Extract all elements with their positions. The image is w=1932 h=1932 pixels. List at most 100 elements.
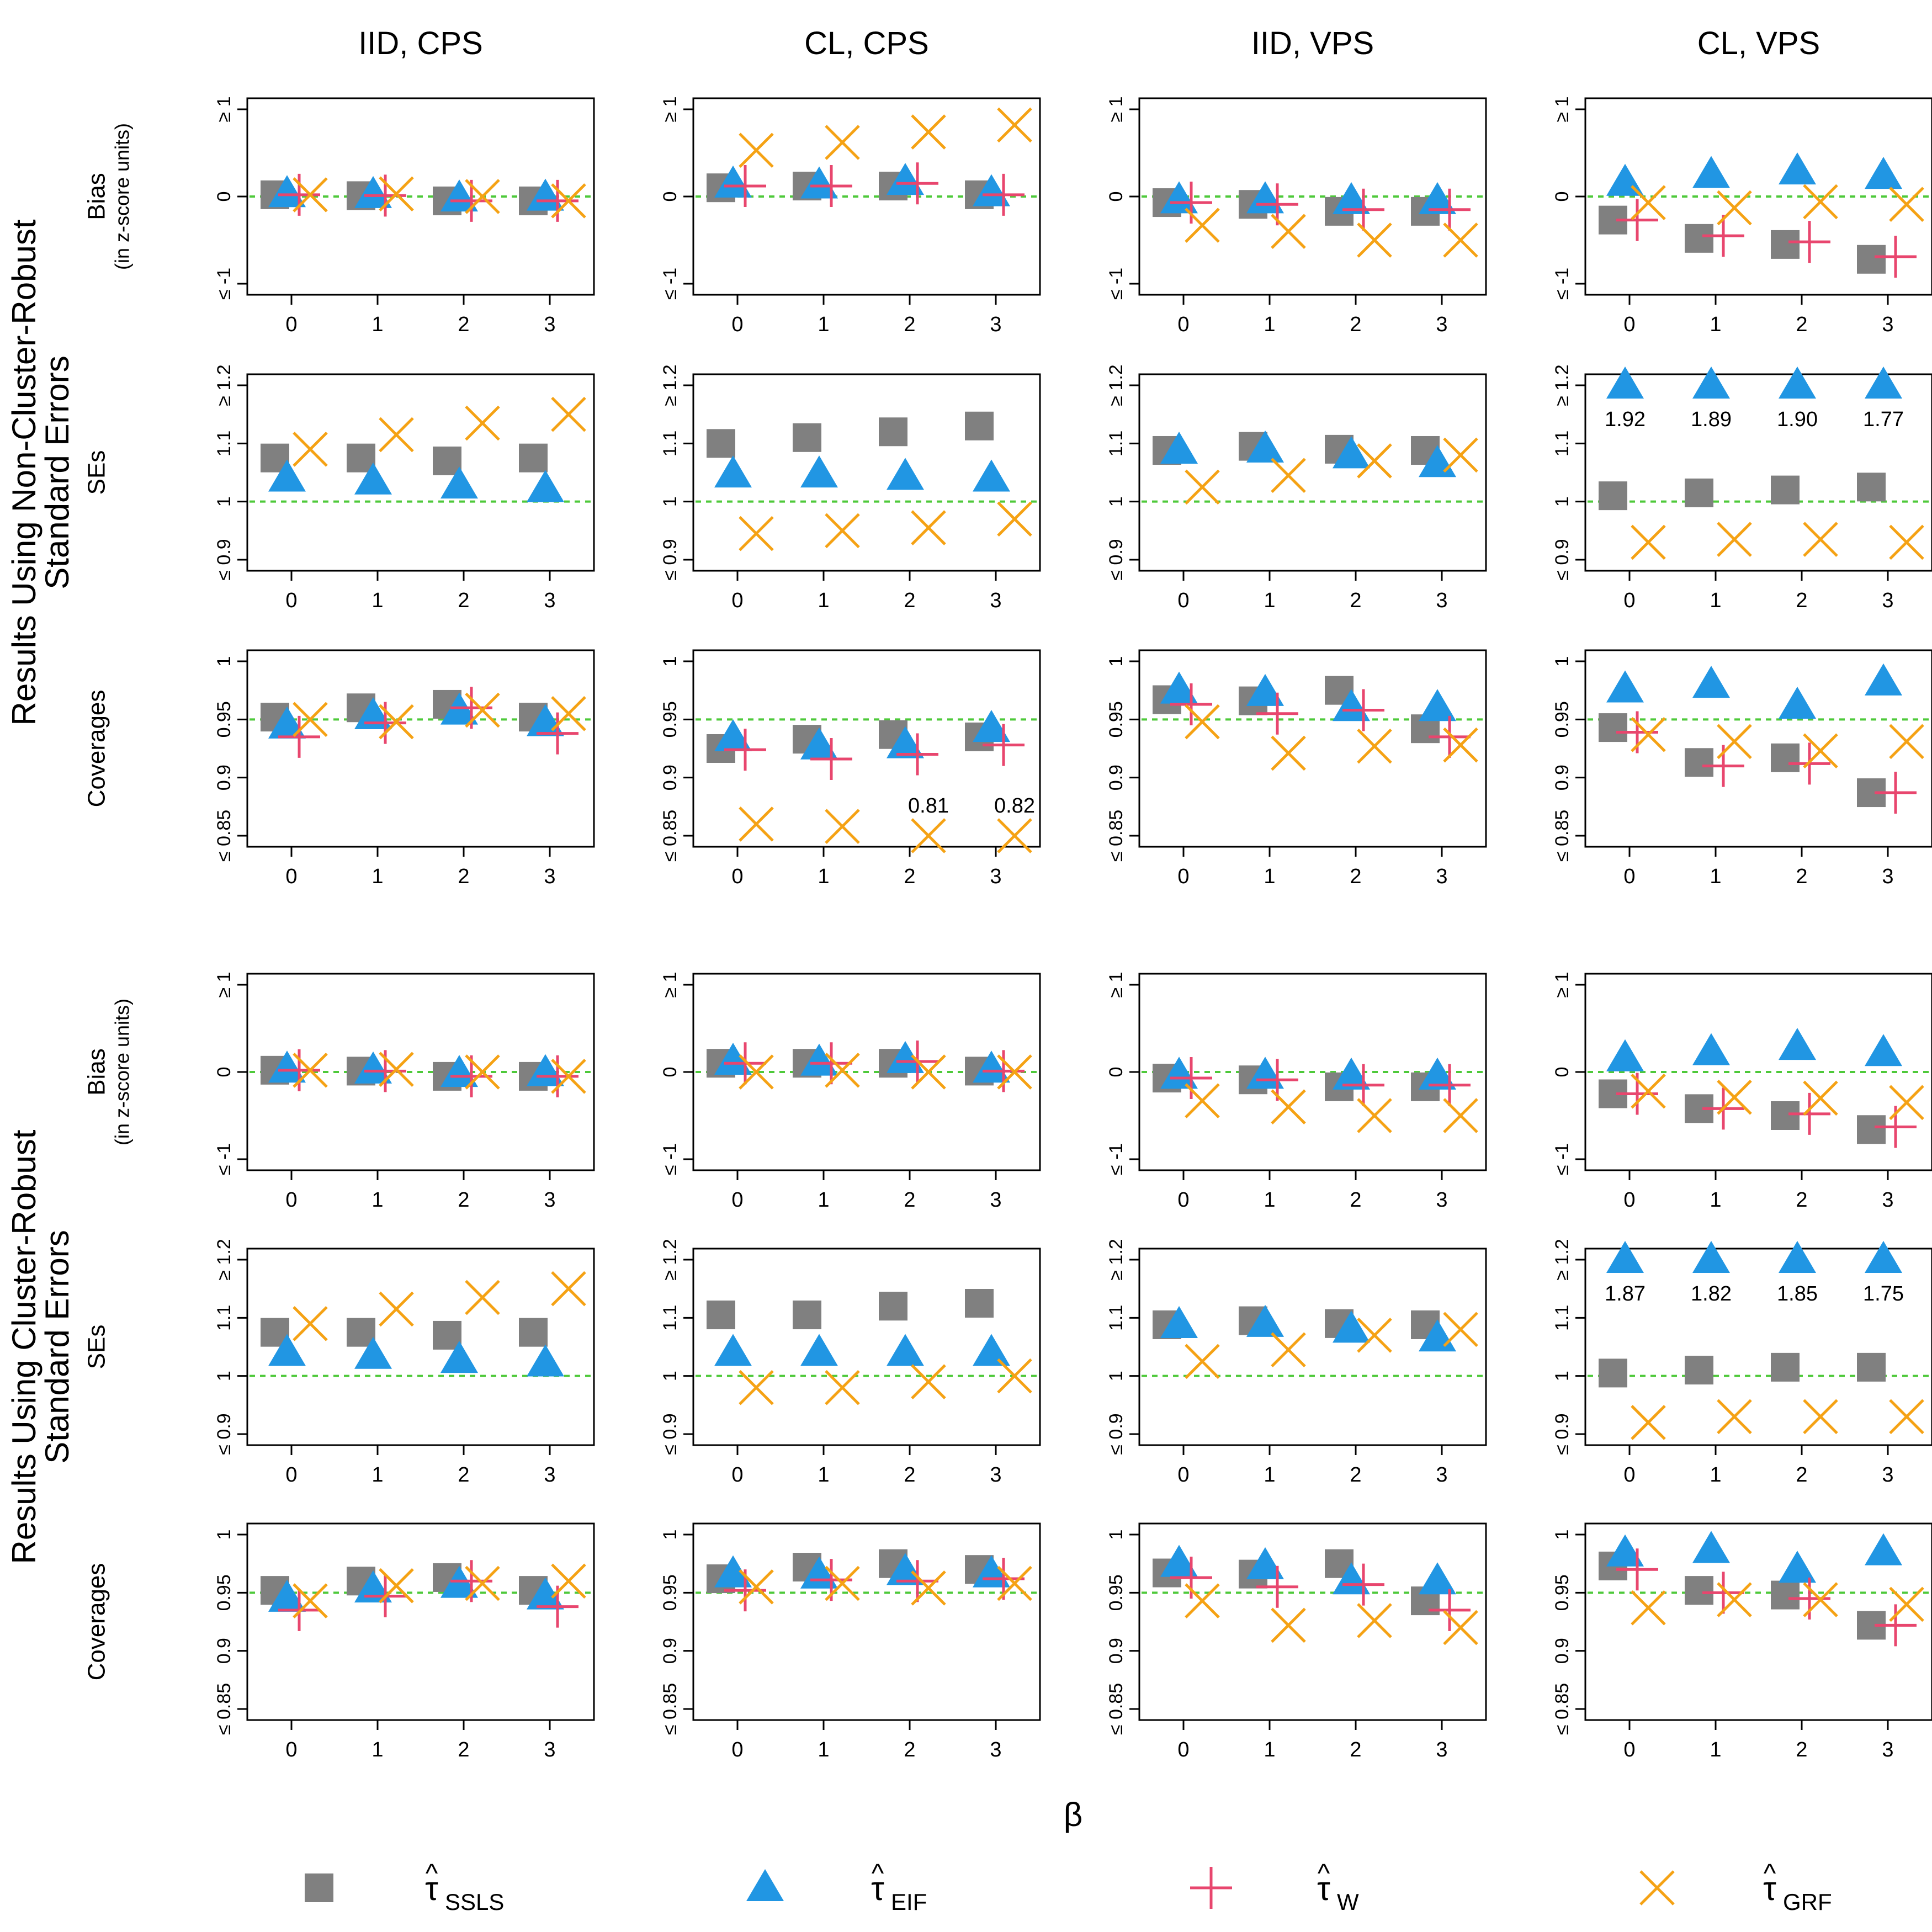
- point-grf-b: [1357, 729, 1392, 764]
- legend-tau: τ: [871, 1870, 884, 1907]
- point-grf: [379, 1052, 414, 1087]
- x-tick-label: 1: [1264, 1188, 1275, 1212]
- y-tick-label: 0.9: [660, 765, 681, 790]
- point-grf-b: [739, 1569, 774, 1605]
- point-grf-b: [1271, 1607, 1306, 1643]
- point-grf: [1889, 1586, 1924, 1622]
- point-eif: [268, 1334, 306, 1366]
- point-grf: [911, 818, 946, 853]
- y-tick-label: 1.1: [214, 431, 235, 457]
- point-grf: [1271, 214, 1306, 249]
- point-grf-b: [1271, 735, 1306, 771]
- point-ssls: [1599, 713, 1627, 742]
- y-tick-label: 1: [1552, 496, 1573, 507]
- row-label: Coverages: [83, 1563, 110, 1681]
- point-grf-b: [379, 1291, 414, 1327]
- x-tick-label: 2: [458, 589, 469, 612]
- point-grf-b: [1357, 1098, 1392, 1133]
- point-ssls: [305, 1873, 333, 1902]
- point-grf: [1803, 1080, 1838, 1116]
- point-grf-b: [465, 1565, 500, 1601]
- x-tick-label: 1: [1264, 1738, 1275, 1761]
- point-grf: [997, 107, 1032, 143]
- column-title: IID, VPS: [1251, 25, 1374, 61]
- x-tick-label: 1: [818, 1738, 829, 1761]
- point-eif: [1246, 1304, 1284, 1337]
- point-eif: [800, 1334, 838, 1366]
- point-eif: [268, 1579, 306, 1612]
- y-tick-label: 1: [214, 496, 235, 507]
- panel: ≤ 0.9 1 1.1 ≥ 1.2 0 1 2 3: [1106, 364, 1487, 612]
- point-grf-b: [293, 1583, 328, 1618]
- y-tick-label: ≥ 1.2: [660, 1239, 681, 1280]
- x-tick-label: 2: [458, 1738, 469, 1761]
- point-eif: [714, 719, 752, 752]
- point-grf: [1717, 522, 1752, 557]
- point-grf-b: [997, 1565, 1032, 1601]
- panel: ≤ -1 0 ≥ 1 0 1 2 3: [1106, 96, 1487, 336]
- point-eif: [1419, 1057, 1456, 1090]
- x-tick-label: 0: [731, 313, 743, 336]
- point-grf: [1357, 222, 1392, 258]
- point-grf-b: [1271, 1332, 1306, 1368]
- x-tick-label: 2: [458, 1463, 469, 1487]
- point-ssls: [1771, 1580, 1800, 1610]
- x-tick-label: 0: [1177, 1188, 1189, 1212]
- point-eif: [714, 165, 752, 198]
- point-eif: [973, 710, 1010, 742]
- point-grf-b: [1803, 733, 1838, 768]
- point-ssls: [707, 429, 735, 458]
- point-ssls: [519, 1318, 548, 1347]
- point-eif: [1865, 1034, 1902, 1066]
- panel-frame: [1584, 649, 1932, 848]
- point-grf-b: [911, 1570, 946, 1606]
- point-grf: [1803, 522, 1838, 557]
- point-grf: [825, 125, 860, 160]
- y-tick-label: 1: [1106, 656, 1127, 667]
- point-w: [896, 1560, 938, 1602]
- y-tick-label: 1.1: [660, 1305, 681, 1331]
- point-eif: [268, 706, 306, 739]
- x-tick-label: 0: [1623, 589, 1635, 612]
- point-w: [278, 173, 320, 216]
- legend-subscript: W: [1337, 1889, 1359, 1915]
- point-grf: [465, 1280, 500, 1315]
- point-grf: [379, 1568, 414, 1604]
- point-grf: [1631, 1073, 1666, 1109]
- y-tick-label: 1: [214, 1371, 235, 1381]
- point-grf: [551, 696, 586, 731]
- point-eif: [354, 697, 392, 730]
- row-label: SEs: [83, 1325, 110, 1370]
- x-tick-label: 2: [1796, 313, 1807, 336]
- point-w: [1788, 1092, 1830, 1135]
- point-eif: [527, 1344, 564, 1377]
- point-eif: [1160, 181, 1198, 214]
- y-tick-label: ≤ 0.9: [1552, 1413, 1573, 1455]
- point-grf-b: [1639, 1870, 1675, 1906]
- point-grf: [293, 177, 328, 213]
- point-eif: [1333, 1562, 1370, 1595]
- y-tick-label: 0.95: [660, 1574, 681, 1611]
- panel: ≤ -1 0 ≥ 1 0 1 2 3: [660, 972, 1041, 1212]
- y-tick-label: ≤ 0.85: [660, 1683, 681, 1735]
- point-eif: [1606, 1039, 1644, 1071]
- point-grf: [1443, 1098, 1478, 1133]
- y-tick-label: ≥ 1.2: [214, 1239, 235, 1280]
- point-grf-b: [1803, 184, 1838, 220]
- point-grf: [379, 417, 414, 453]
- point-grf-b: [1803, 1399, 1838, 1435]
- y-tick-label: ≤ -1: [660, 268, 681, 300]
- point-eif: [440, 1055, 478, 1087]
- point-grf: [911, 114, 946, 150]
- y-tick-label: 0: [1552, 192, 1573, 202]
- y-tick-label: 1: [1106, 496, 1127, 507]
- x-tick-label: 3: [1436, 1463, 1447, 1487]
- point-grf: [379, 176, 414, 212]
- panel-frame: [1138, 373, 1487, 572]
- point-grf-b: [739, 1054, 774, 1090]
- point-grf: [293, 1306, 328, 1341]
- point-grf: [997, 1054, 1032, 1090]
- point-ssls: [1771, 1101, 1800, 1130]
- row-label: Coverages: [83, 690, 110, 808]
- point-w: [1702, 1572, 1744, 1614]
